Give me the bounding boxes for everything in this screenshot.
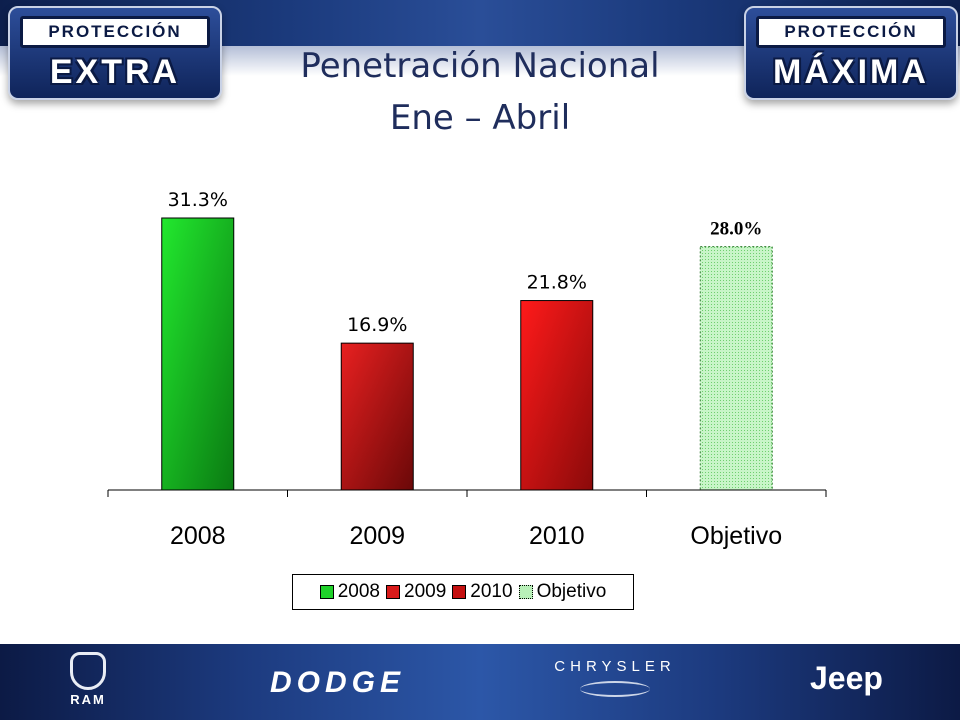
ram-logo-text: RAM [70, 692, 106, 707]
legend-item-objetivo: Objetivo [518, 581, 607, 603]
proteccion-maxima-logo: PROTECCIÓN MÁXIMA [744, 6, 958, 100]
badge-left-main-text: EXTRA [49, 53, 181, 91]
bar-2008 [161, 217, 235, 491]
jeep-logo: Jeep [810, 660, 883, 696]
category-label-2008: 2008 [170, 522, 226, 550]
legend-item-2008: 2008 [319, 581, 380, 603]
data-label-2009: 16.9% [347, 314, 407, 336]
chrysler-wings-icon [580, 681, 650, 697]
bar-2009 [340, 342, 414, 491]
legend-item-2010: 2010 [452, 581, 513, 603]
legend-swatch-2009 [386, 585, 400, 599]
proteccion-extra-logo: PROTECCIÓN EXTRA [8, 6, 222, 100]
ram-head-icon [70, 652, 106, 690]
data-label-objetivo: 28.0% [710, 219, 762, 240]
slide-title: Penetración Nacional [300, 46, 660, 86]
dodge-logo: DODGE [270, 666, 406, 699]
bar-objetivo [699, 246, 773, 491]
legend-label-2008: 2008 [337, 581, 380, 602]
category-label-2010: 2010 [529, 522, 585, 550]
bar-2010 [520, 300, 594, 491]
category-label-2009: 2009 [349, 522, 405, 550]
ram-logo: RAM [58, 652, 118, 707]
chart-legend: 2008 2009 2010 Objetivo [292, 574, 634, 610]
bar-chart: 31.3% 2008 16.9% 2009 21.8% 2010 28.0% Objetivo [107, 189, 827, 550]
chrysler-logo: CHRYSLER [545, 658, 685, 697]
data-label-2008: 31.3% [168, 189, 228, 211]
legend-item-2009: 2009 [386, 581, 446, 603]
badge-left-top-text: PROTECCIÓN [20, 16, 210, 48]
legend-swatch-2008 [319, 585, 334, 599]
brand-footer-bar: RAM DODGE CHRYSLER Jeep [0, 644, 960, 720]
slide-subtitle: Ene – Abril [389, 98, 571, 138]
legend-label-2009: 2009 [404, 581, 447, 602]
badge-right-main-text: MÁXIMA [773, 53, 929, 91]
legend-label-2010: 2010 [470, 581, 513, 602]
chrysler-logo-text: CHRYSLER [554, 658, 676, 675]
data-label-2010: 21.8% [527, 272, 587, 294]
legend-swatch-objetivo [518, 585, 533, 599]
badge-right-top-text: PROTECCIÓN [756, 16, 946, 48]
legend-label-objetivo: Objetivo [536, 581, 607, 602]
category-label-objetivo: Objetivo [690, 522, 782, 550]
legend-swatch-2010 [452, 585, 467, 599]
